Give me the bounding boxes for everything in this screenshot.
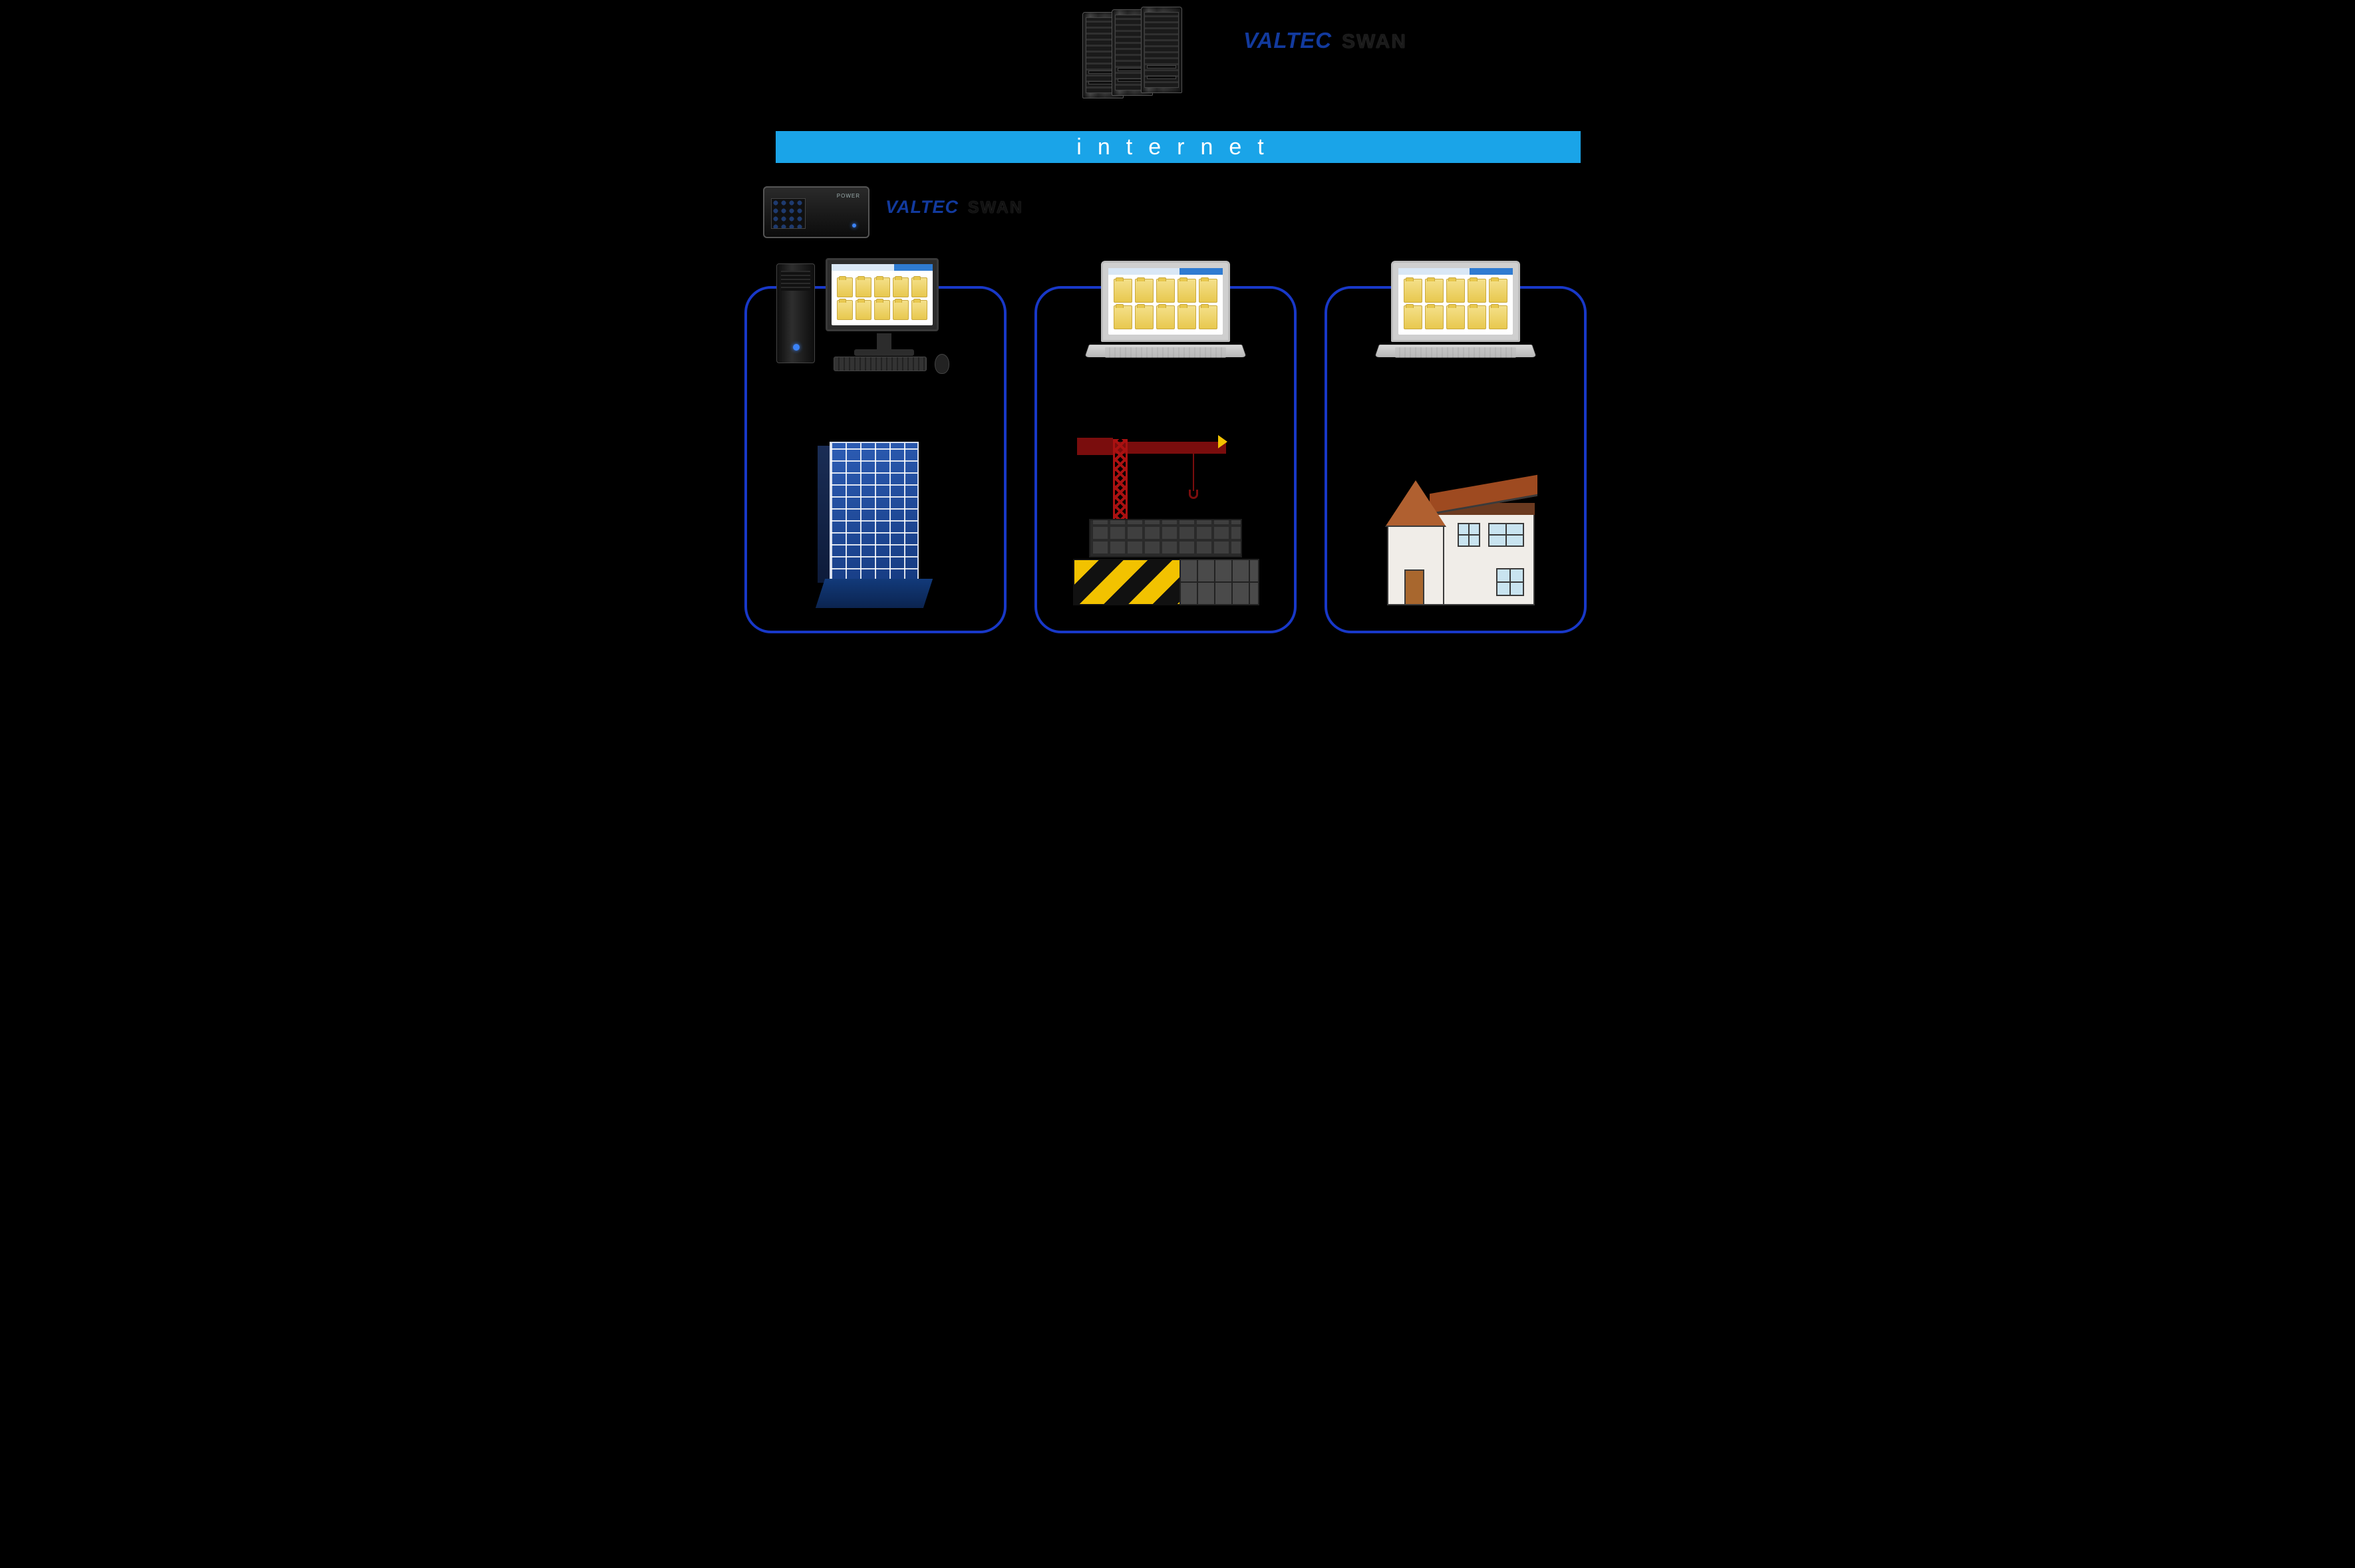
folder-icon xyxy=(837,277,853,297)
link-center xyxy=(1164,163,1166,269)
link-left xyxy=(815,238,818,271)
link-server-internet xyxy=(1147,98,1150,131)
folder-icon xyxy=(1114,305,1132,329)
folder-icon xyxy=(911,277,927,297)
folder-icon xyxy=(1135,305,1154,329)
folders-grid xyxy=(1404,279,1507,329)
folder-icon xyxy=(1135,279,1154,303)
brand-label-mid: VALTEC SWAN xyxy=(885,197,1023,218)
link-device-internet xyxy=(815,163,818,186)
folder-icon xyxy=(1404,279,1422,303)
folder-icon xyxy=(1156,279,1175,303)
internet-label: internet xyxy=(1076,134,1279,160)
link-right xyxy=(1454,163,1456,269)
folder-icon xyxy=(856,277,871,297)
folder-icon xyxy=(1199,305,1217,329)
folder-icon xyxy=(1489,279,1507,303)
folder-icon xyxy=(1178,305,1196,329)
folders-grid xyxy=(1114,279,1217,329)
internet-bar: internet xyxy=(776,131,1581,163)
folders-grid xyxy=(837,277,927,320)
mouse-icon xyxy=(935,354,949,374)
brand-name: VALTEC xyxy=(1243,28,1332,53)
folder-icon xyxy=(1489,305,1507,329)
folder-icon xyxy=(1114,279,1132,303)
diagram-canvas: VALTEC SWAN VALTEC SWAN internet VALTEC … xyxy=(686,0,1669,655)
file-explorer-screen xyxy=(1108,268,1223,335)
folder-icon xyxy=(1199,279,1217,303)
folder-icon xyxy=(911,300,927,320)
monitor-icon xyxy=(826,258,939,331)
office-building-icon xyxy=(818,442,931,608)
folder-icon xyxy=(1446,305,1465,329)
folder-icon xyxy=(1178,279,1196,303)
house-icon xyxy=(1375,466,1535,605)
file-explorer-screen xyxy=(832,264,933,325)
folder-icon xyxy=(874,277,890,297)
folder-icon xyxy=(1156,305,1175,329)
folder-icon xyxy=(1468,305,1486,329)
swan-device-icon xyxy=(763,186,869,238)
folder-icon xyxy=(874,300,890,320)
brand-product: SWAN xyxy=(968,198,1023,217)
folder-icon xyxy=(1468,279,1486,303)
folder-icon xyxy=(1425,279,1444,303)
server-icon xyxy=(1141,7,1182,93)
server-cluster xyxy=(1082,7,1222,100)
keyboard-icon xyxy=(834,357,927,371)
laptop-icon xyxy=(1379,261,1532,374)
folder-icon xyxy=(1446,279,1465,303)
folder-icon xyxy=(1404,305,1422,329)
brand-name: VALTEC xyxy=(885,197,959,217)
brand-label-top: VALTEC SWAN xyxy=(1243,28,1407,53)
folder-icon xyxy=(837,300,853,320)
brand-product: SWAN xyxy=(1342,31,1407,53)
construction-site-icon xyxy=(1073,439,1259,605)
folder-icon xyxy=(893,300,909,320)
folder-icon xyxy=(1425,305,1444,329)
folder-icon xyxy=(856,300,871,320)
file-explorer-screen xyxy=(1398,268,1513,335)
pc-tower-icon xyxy=(776,263,815,363)
folder-icon xyxy=(893,277,909,297)
laptop-icon xyxy=(1089,261,1242,374)
